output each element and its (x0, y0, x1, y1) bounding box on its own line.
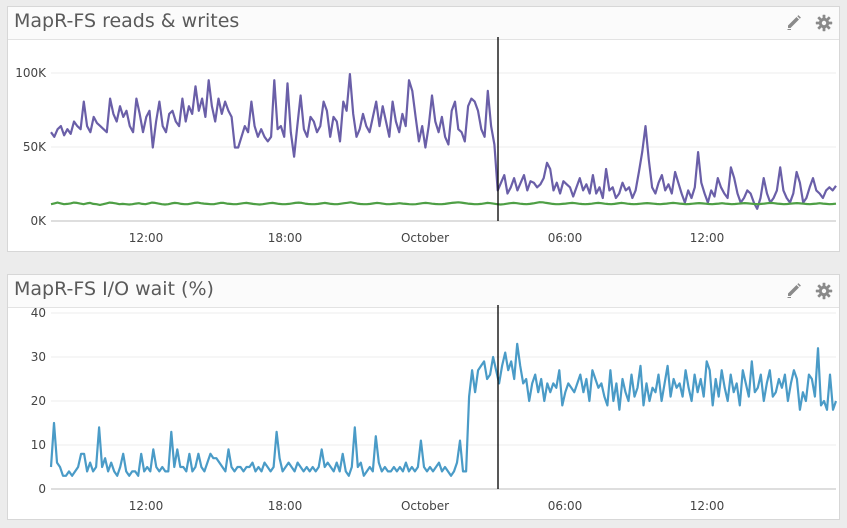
y-tick-label: 30 (31, 350, 46, 364)
x-tick-label: October (401, 499, 449, 513)
x-tick-label: 18:00 (268, 499, 303, 513)
y-tick-label: 0K (30, 214, 47, 228)
pencil-icon[interactable] (785, 14, 803, 32)
reads-writes-panel: MapR-FS reads & writes (7, 6, 840, 252)
y-tick-label: 0 (38, 482, 46, 496)
panel-header: MapR-FS I/O wait (%) (8, 275, 839, 308)
gear-icon[interactable] (815, 14, 833, 32)
x-tick-label: October (401, 231, 449, 245)
x-tick-label: 06:00 (548, 231, 583, 245)
y-tick-label: 10 (31, 438, 46, 452)
y-tick-label: 100K (15, 66, 47, 80)
x-tick-label: 12:00 (690, 231, 725, 245)
io-wait-chart: 0 10 20 30 40 12:00 18:00 October 06:00 12:00 (31, 305, 838, 513)
x-tick-label: 12:00 (129, 499, 164, 513)
x-tick-label: 18:00 (268, 231, 303, 245)
reads-writes-chart: 0K 50K 100K 12:00 18:00 October 06:00 12:00 (15, 37, 837, 245)
x-tick-label: 06:00 (548, 499, 583, 513)
series-line-1 (50, 201, 837, 206)
gear-icon[interactable] (815, 282, 833, 300)
pencil-icon[interactable] (785, 282, 803, 300)
x-tick-label: 12:00 (690, 499, 725, 513)
y-tick-label: 40 (31, 306, 46, 320)
y-tick-label: 50K (23, 140, 47, 154)
series-line-0 (49, 342, 838, 477)
panel-title: MapR-FS I/O wait (%) (14, 278, 214, 300)
y-tick-label: 20 (31, 394, 46, 408)
panel-title: MapR-FS reads & writes (14, 10, 240, 32)
panel-header: MapR-FS reads & writes (8, 7, 839, 40)
x-tick-label: 12:00 (129, 231, 164, 245)
series-line-0 (50, 72, 837, 210)
io-wait-panel: MapR-FS I/O wait (%) (7, 274, 840, 520)
